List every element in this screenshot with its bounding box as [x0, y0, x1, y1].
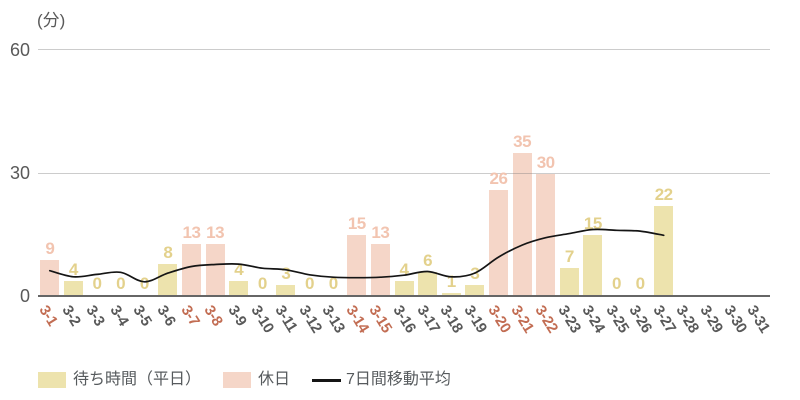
x-axis-label: 3-21	[507, 302, 538, 336]
x-axis-line	[38, 295, 770, 297]
x-axis-label: 3-20	[483, 302, 514, 336]
bar-value-label: 35	[513, 131, 532, 151]
bar-value-label: 7	[564, 247, 574, 267]
y-tick-0: 0	[19, 286, 30, 306]
legend-item-holiday: 休日	[223, 370, 290, 390]
bar-value-label: 3	[470, 263, 480, 283]
bar-weekday	[394, 280, 414, 297]
x-axis-label: 3-5	[129, 302, 156, 330]
gridline-30	[38, 173, 770, 174]
x-axis-label: 3-12	[294, 302, 325, 336]
x-axis-label: 3-28	[672, 302, 703, 336]
x-axis-label: 3-3	[82, 302, 108, 330]
gridline-60	[38, 49, 770, 50]
x-axis-label: 3-4	[106, 302, 132, 330]
line-swatch-icon	[312, 378, 342, 382]
bar-value-label: 9	[45, 238, 55, 258]
x-axis-label: 3-13	[318, 302, 349, 336]
bar-value-label: 15	[583, 214, 602, 234]
legend-item-moving-average: 7日間移動平均	[312, 370, 451, 390]
bar-weekday	[63, 280, 83, 297]
x-axis-label: 3-7	[176, 302, 203, 330]
legend-item-weekday: 待ち時間（平日）	[38, 370, 201, 390]
bar-value-label: 0	[305, 274, 314, 293]
legend-label-moving-average: 7日間移動平均	[346, 371, 451, 388]
x-axis-label: 3-18	[436, 302, 467, 336]
bar-value-label: 0	[139, 274, 149, 293]
x-axis-label: 3-22	[531, 302, 561, 336]
x-axis-label: 3-9	[224, 302, 250, 330]
bar-weekday	[559, 268, 579, 297]
bar-value-label: 22	[654, 185, 673, 205]
bar-value-label: 13	[371, 222, 390, 242]
bar-weekday	[229, 280, 249, 297]
bar-value-label: 13	[206, 222, 225, 242]
x-axis-label: 3-16	[389, 302, 420, 336]
bar-value-label: 30	[536, 152, 555, 172]
x-axis-label: 3-23	[554, 302, 585, 336]
bar-value-label: 8	[163, 243, 173, 263]
bar-weekday	[465, 284, 485, 297]
weekday-swatch-icon	[38, 372, 66, 388]
holiday-swatch-icon	[223, 372, 252, 388]
x-axis-label: 3-2	[58, 302, 85, 330]
x-axis-label: 3-1	[35, 302, 61, 330]
bar-value-label: 0	[635, 274, 645, 293]
y-tick-30: 30	[9, 163, 30, 183]
x-axis-label: 3-31	[743, 302, 774, 336]
legend-label-weekday: 待ち時間（平日）	[73, 371, 202, 388]
x-axis-label: 3-25	[601, 302, 632, 336]
x-axis-label: 3-17	[413, 302, 443, 336]
bar-value-label: 0	[92, 274, 102, 293]
bar-value-label: 6	[423, 251, 433, 271]
y-axis-unit-label: (分)	[37, 11, 66, 30]
bar-value-label: 0	[116, 274, 126, 293]
x-axis-label: 3-15	[365, 302, 396, 336]
bar-value-label: 0	[612, 274, 621, 293]
x-axis-label: 3-24	[578, 302, 609, 336]
legend-label-holiday: 休日	[258, 371, 291, 388]
bar-weekday	[441, 292, 461, 297]
x-axis-label: 3-10	[247, 302, 278, 336]
legend: 待ち時間（平日） 休日 7日間移動平均	[38, 370, 473, 390]
x-axis-label: 3-19	[460, 302, 490, 336]
x-axis-label: 3-6	[153, 302, 179, 330]
y-tick-60: 60	[9, 40, 30, 60]
bar-holiday	[536, 173, 556, 297]
bar-value-label: 0	[257, 274, 267, 293]
x-axis-label: 3-8	[200, 302, 226, 330]
x-axis-label: 3-29	[696, 302, 727, 336]
bar-value-label: 0	[328, 274, 338, 293]
x-axis-label: 3-26	[625, 302, 656, 336]
x-axis-label: 3-27	[649, 302, 679, 336]
bar-value-label: 26	[489, 169, 508, 188]
x-axis-label: 3-14	[342, 302, 372, 336]
x-axis-label: 3-11	[271, 302, 301, 336]
x-axis-label: 3-30	[720, 302, 750, 336]
bar-weekday	[276, 284, 296, 297]
